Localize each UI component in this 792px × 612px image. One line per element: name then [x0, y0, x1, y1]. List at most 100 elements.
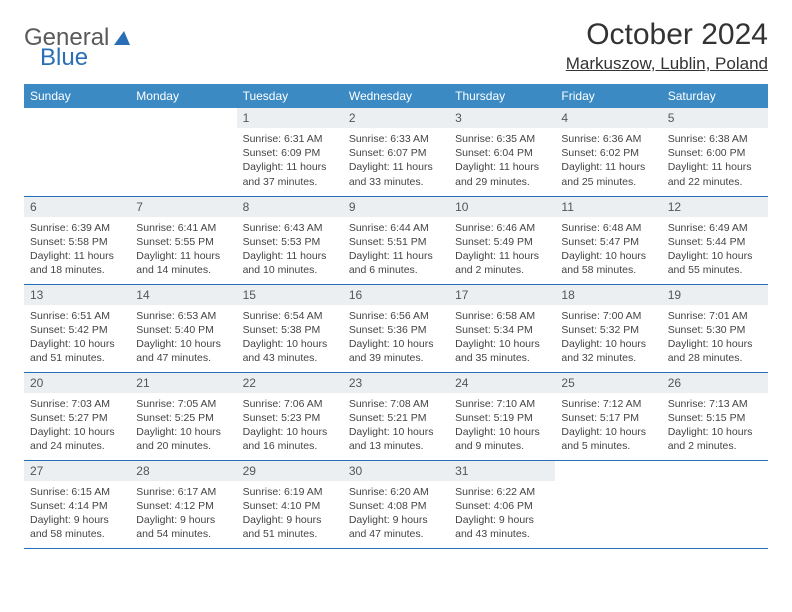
day-number: 9 — [343, 197, 449, 217]
calendar-day-cell: 18Sunrise: 7:00 AMSunset: 5:32 PMDayligh… — [555, 284, 661, 372]
day-details: Sunrise: 7:05 AMSunset: 5:25 PMDaylight:… — [130, 393, 236, 460]
day-details: Sunrise: 6:33 AMSunset: 6:07 PMDaylight:… — [343, 128, 449, 195]
calendar-day-cell: 15Sunrise: 6:54 AMSunset: 5:38 PMDayligh… — [237, 284, 343, 372]
day-details: Sunrise: 6:20 AMSunset: 4:08 PMDaylight:… — [343, 481, 449, 548]
calendar-body: ....1Sunrise: 6:31 AMSunset: 6:09 PMDayl… — [24, 108, 768, 548]
day-details: Sunrise: 6:49 AMSunset: 5:44 PMDaylight:… — [662, 217, 768, 284]
month-title: October 2024 — [566, 18, 768, 52]
calendar-header-row: SundayMondayTuesdayWednesdayThursdayFrid… — [24, 84, 768, 108]
calendar-day-cell: 28Sunrise: 6:17 AMSunset: 4:12 PMDayligh… — [130, 460, 236, 548]
day-number: 1 — [237, 108, 343, 128]
calendar-day-cell: 3Sunrise: 6:35 AMSunset: 6:04 PMDaylight… — [449, 108, 555, 196]
day-details: Sunrise: 6:58 AMSunset: 5:34 PMDaylight:… — [449, 305, 555, 372]
day-details: Sunrise: 7:03 AMSunset: 5:27 PMDaylight:… — [24, 393, 130, 460]
calendar-day-cell: 30Sunrise: 6:20 AMSunset: 4:08 PMDayligh… — [343, 460, 449, 548]
day-details: Sunrise: 6:22 AMSunset: 4:06 PMDaylight:… — [449, 481, 555, 548]
logo-text-blue: Blue — [40, 44, 88, 72]
day-details: Sunrise: 6:38 AMSunset: 6:00 PMDaylight:… — [662, 128, 768, 195]
day-details: Sunrise: 6:46 AMSunset: 5:49 PMDaylight:… — [449, 217, 555, 284]
calendar-day-cell: 23Sunrise: 7:08 AMSunset: 5:21 PMDayligh… — [343, 372, 449, 460]
day-details: Sunrise: 6:53 AMSunset: 5:40 PMDaylight:… — [130, 305, 236, 372]
day-number: 30 — [343, 461, 449, 481]
calendar-day-cell: 25Sunrise: 7:12 AMSunset: 5:17 PMDayligh… — [555, 372, 661, 460]
day-number: 13 — [24, 285, 130, 305]
day-number: 23 — [343, 373, 449, 393]
day-details: Sunrise: 7:12 AMSunset: 5:17 PMDaylight:… — [555, 393, 661, 460]
day-details: Sunrise: 6:39 AMSunset: 5:58 PMDaylight:… — [24, 217, 130, 284]
day-details: Sunrise: 7:01 AMSunset: 5:30 PMDaylight:… — [662, 305, 768, 372]
day-number: 19 — [662, 285, 768, 305]
day-details: Sunrise: 6:48 AMSunset: 5:47 PMDaylight:… — [555, 217, 661, 284]
day-details: Sunrise: 6:56 AMSunset: 5:36 PMDaylight:… — [343, 305, 449, 372]
day-number: 5 — [662, 108, 768, 128]
day-details: Sunrise: 7:06 AMSunset: 5:23 PMDaylight:… — [237, 393, 343, 460]
calendar-week-row: 20Sunrise: 7:03 AMSunset: 5:27 PMDayligh… — [24, 372, 768, 460]
day-number: 7 — [130, 197, 236, 217]
day-details: Sunrise: 6:44 AMSunset: 5:51 PMDaylight:… — [343, 217, 449, 284]
day-details: Sunrise: 6:41 AMSunset: 5:55 PMDaylight:… — [130, 217, 236, 284]
weekday-header: Thursday — [449, 84, 555, 108]
calendar-day-cell: 22Sunrise: 7:06 AMSunset: 5:23 PMDayligh… — [237, 372, 343, 460]
weekday-header: Tuesday — [237, 84, 343, 108]
day-details: Sunrise: 6:19 AMSunset: 4:10 PMDaylight:… — [237, 481, 343, 548]
calendar-day-cell: 10Sunrise: 6:46 AMSunset: 5:49 PMDayligh… — [449, 196, 555, 284]
calendar-empty-cell: .. — [662, 460, 768, 548]
day-number: 8 — [237, 197, 343, 217]
weekday-header: Wednesday — [343, 84, 449, 108]
calendar-day-cell: 6Sunrise: 6:39 AMSunset: 5:58 PMDaylight… — [24, 196, 130, 284]
day-number: 27 — [24, 461, 130, 481]
day-number: 3 — [449, 108, 555, 128]
calendar-day-cell: 2Sunrise: 6:33 AMSunset: 6:07 PMDaylight… — [343, 108, 449, 196]
location: Markuszow, Lublin, Poland — [566, 54, 768, 74]
day-number: 14 — [130, 285, 236, 305]
day-details: Sunrise: 6:17 AMSunset: 4:12 PMDaylight:… — [130, 481, 236, 548]
calendar-week-row: 6Sunrise: 6:39 AMSunset: 5:58 PMDaylight… — [24, 196, 768, 284]
day-number: 12 — [662, 197, 768, 217]
day-number: 20 — [24, 373, 130, 393]
day-details: Sunrise: 6:54 AMSunset: 5:38 PMDaylight:… — [237, 305, 343, 372]
day-number: 21 — [130, 373, 236, 393]
calendar-day-cell: 9Sunrise: 6:44 AMSunset: 5:51 PMDaylight… — [343, 196, 449, 284]
day-number: 28 — [130, 461, 236, 481]
day-details: Sunrise: 7:08 AMSunset: 5:21 PMDaylight:… — [343, 393, 449, 460]
logo-sail-icon — [112, 29, 132, 47]
calendar-empty-cell: .. — [555, 460, 661, 548]
day-number: 11 — [555, 197, 661, 217]
day-number: 15 — [237, 285, 343, 305]
day-number: 18 — [555, 285, 661, 305]
day-number: 6 — [24, 197, 130, 217]
calendar-day-cell: 4Sunrise: 6:36 AMSunset: 6:02 PMDaylight… — [555, 108, 661, 196]
day-number: 2 — [343, 108, 449, 128]
calendar-day-cell: 12Sunrise: 6:49 AMSunset: 5:44 PMDayligh… — [662, 196, 768, 284]
day-number: 10 — [449, 197, 555, 217]
day-number: 25 — [555, 373, 661, 393]
day-number: 22 — [237, 373, 343, 393]
calendar-day-cell: 26Sunrise: 7:13 AMSunset: 5:15 PMDayligh… — [662, 372, 768, 460]
calendar-day-cell: 29Sunrise: 6:19 AMSunset: 4:10 PMDayligh… — [237, 460, 343, 548]
calendar-empty-cell: .. — [130, 108, 236, 196]
day-details: Sunrise: 6:43 AMSunset: 5:53 PMDaylight:… — [237, 217, 343, 284]
calendar-day-cell: 1Sunrise: 6:31 AMSunset: 6:09 PMDaylight… — [237, 108, 343, 196]
calendar-day-cell: 21Sunrise: 7:05 AMSunset: 5:25 PMDayligh… — [130, 372, 236, 460]
calendar-day-cell: 16Sunrise: 6:56 AMSunset: 5:36 PMDayligh… — [343, 284, 449, 372]
day-details: Sunrise: 6:51 AMSunset: 5:42 PMDaylight:… — [24, 305, 130, 372]
day-number: 16 — [343, 285, 449, 305]
calendar-week-row: 27Sunrise: 6:15 AMSunset: 4:14 PMDayligh… — [24, 460, 768, 548]
day-number: 26 — [662, 373, 768, 393]
header: General October 2024 Markuszow, Lublin, … — [24, 18, 768, 74]
calendar-day-cell: 8Sunrise: 6:43 AMSunset: 5:53 PMDaylight… — [237, 196, 343, 284]
calendar-day-cell: 11Sunrise: 6:48 AMSunset: 5:47 PMDayligh… — [555, 196, 661, 284]
weekday-header: Friday — [555, 84, 661, 108]
calendar-day-cell: 20Sunrise: 7:03 AMSunset: 5:27 PMDayligh… — [24, 372, 130, 460]
title-block: October 2024 Markuszow, Lublin, Poland — [566, 18, 768, 74]
weekday-header: Saturday — [662, 84, 768, 108]
weekday-header: Sunday — [24, 84, 130, 108]
weekday-header: Monday — [130, 84, 236, 108]
day-details: Sunrise: 6:36 AMSunset: 6:02 PMDaylight:… — [555, 128, 661, 195]
calendar-day-cell: 19Sunrise: 7:01 AMSunset: 5:30 PMDayligh… — [662, 284, 768, 372]
day-details: Sunrise: 6:31 AMSunset: 6:09 PMDaylight:… — [237, 128, 343, 195]
calendar-day-cell: 27Sunrise: 6:15 AMSunset: 4:14 PMDayligh… — [24, 460, 130, 548]
calendar-empty-cell: .. — [24, 108, 130, 196]
day-number: 29 — [237, 461, 343, 481]
day-details: Sunrise: 7:00 AMSunset: 5:32 PMDaylight:… — [555, 305, 661, 372]
